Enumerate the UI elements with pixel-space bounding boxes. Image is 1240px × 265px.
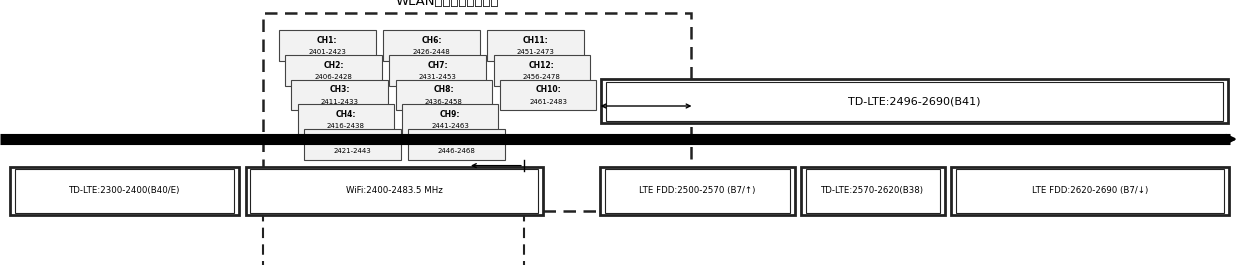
Text: CH7:: CH7: <box>428 61 448 70</box>
Text: WLAN低频段带通滤波器: WLAN低频段带通滤波器 <box>396 0 498 8</box>
Text: 2431-2453: 2431-2453 <box>419 74 456 80</box>
Text: CH8:: CH8: <box>434 85 454 94</box>
Text: 2416-2438: 2416-2438 <box>327 123 365 129</box>
Bar <box>951 167 1229 215</box>
Bar <box>605 169 790 213</box>
Text: TD-LTE:2496-2690(B41): TD-LTE:2496-2690(B41) <box>848 96 981 106</box>
Bar <box>600 167 795 215</box>
Bar <box>279 30 376 61</box>
Bar <box>494 55 590 86</box>
Bar <box>606 82 1223 121</box>
Text: CH4:: CH4: <box>336 110 356 119</box>
Text: 2436-2458: 2436-2458 <box>425 99 463 105</box>
Bar <box>956 169 1224 213</box>
Bar <box>487 30 584 61</box>
Bar <box>298 104 394 135</box>
Text: 2401-2423: 2401-2423 <box>309 49 346 55</box>
Text: CH11:: CH11: <box>523 36 548 45</box>
Text: 2451-2473: 2451-2473 <box>517 49 554 55</box>
Text: CH1:: CH1: <box>317 36 337 45</box>
Bar <box>304 129 401 160</box>
Bar <box>500 80 596 110</box>
Text: 2411-2433: 2411-2433 <box>321 99 358 105</box>
Bar <box>263 13 691 211</box>
Text: WiFi:2400-2483.5 MHz: WiFi:2400-2483.5 MHz <box>346 186 443 195</box>
Text: CH10:: CH10: <box>536 85 560 94</box>
Bar <box>402 104 498 135</box>
Bar <box>396 80 492 110</box>
Text: LTE FDD:2500-2570 (B7/↑): LTE FDD:2500-2570 (B7/↑) <box>640 186 755 195</box>
Bar <box>291 80 388 110</box>
Bar <box>246 167 543 215</box>
Text: CH9:: CH9: <box>440 110 460 119</box>
Text: TD-LTE:2300-2400(B40/E): TD-LTE:2300-2400(B40/E) <box>69 186 180 195</box>
Text: 2426-2448: 2426-2448 <box>413 49 450 55</box>
Bar <box>383 30 480 61</box>
Text: CH3:: CH3: <box>330 85 350 94</box>
Bar <box>601 80 1228 123</box>
Text: CH2:: CH2: <box>324 61 343 70</box>
Bar <box>389 55 486 86</box>
Text: 2461-2483: 2461-2483 <box>529 99 567 105</box>
Bar <box>801 167 945 215</box>
Bar <box>408 129 505 160</box>
Text: CH5:: CH5: <box>342 135 362 144</box>
Bar <box>10 167 239 215</box>
Bar <box>285 55 382 86</box>
Text: 2446-2468: 2446-2468 <box>438 148 475 154</box>
Text: TD-LTE:2570-2620(B38): TD-LTE:2570-2620(B38) <box>821 186 925 195</box>
Bar <box>806 169 940 213</box>
Text: CH6:: CH6: <box>422 36 441 45</box>
Text: 2456-2478: 2456-2478 <box>523 74 560 80</box>
Text: 2421-2443: 2421-2443 <box>334 148 371 154</box>
Text: CH12:: CH12: <box>529 61 554 70</box>
Text: 2441-2463: 2441-2463 <box>432 123 469 129</box>
Bar <box>250 169 538 213</box>
Bar <box>15 169 234 213</box>
Text: LTE FDD:2620-2690 (B7/↓): LTE FDD:2620-2690 (B7/↓) <box>1032 186 1148 195</box>
Text: 2406-2428: 2406-2428 <box>315 74 352 80</box>
Text: CH10:: CH10: <box>444 135 469 144</box>
